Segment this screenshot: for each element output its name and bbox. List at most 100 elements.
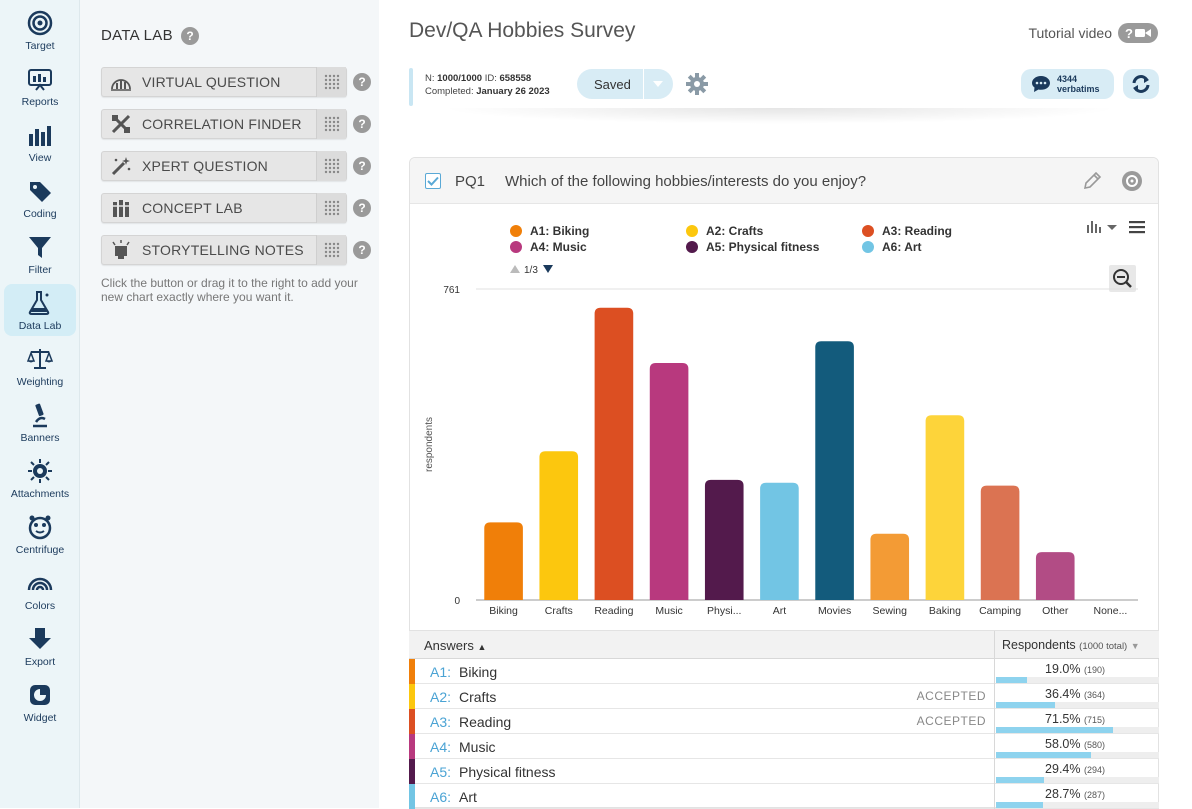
rail-item-weighting[interactable]: Weighting — [4, 340, 76, 392]
rail-label: Weighting — [16, 376, 64, 388]
bar-biking[interactable] — [484, 522, 523, 600]
drag-grip-icon[interactable] — [316, 193, 346, 223]
drag-grip-icon[interactable] — [316, 109, 346, 139]
coding-icon — [27, 178, 53, 204]
left-rail: Target Reports View Coding Filter Data L… — [0, 0, 80, 808]
bar-movies[interactable] — [815, 341, 854, 600]
respondents-column-header[interactable]: Respondents (1000 total) ▼ — [994, 631, 1159, 660]
answer-label: Crafts — [459, 689, 497, 705]
bar-baking[interactable] — [925, 415, 965, 600]
rail-item-banners[interactable]: Banners — [4, 396, 76, 448]
more-options-icon[interactable] — [1121, 170, 1143, 192]
chart-legend: A1: Biking A2: Crafts A3: Reading A4: Music… — [510, 224, 952, 254]
panel-title: DATA LAB — [101, 27, 173, 44]
help-icon[interactable]: ? — [353, 157, 371, 175]
respondents-cell: 71.5% (715) — [994, 709, 1159, 734]
rail-item-coding[interactable]: Coding — [4, 172, 76, 224]
bar-physi[interactable] — [704, 479, 744, 600]
rail-item-widget[interactable]: Widget — [4, 676, 76, 728]
rail-item-centrifuge[interactable]: Centrifuge — [4, 508, 76, 560]
chart-type-icon[interactable] — [1087, 221, 1117, 233]
panel-hint: Click the button or drag it to the right… — [101, 276, 358, 304]
table-header: Answers ▲ Respondents (1000 total) ▼ — [409, 630, 1159, 660]
widget-icon — [27, 682, 53, 708]
respondents-value: 36.4% (364) — [995, 687, 1105, 701]
legend-item[interactable]: A4: Music — [510, 240, 587, 254]
filter-icon — [27, 234, 53, 260]
xpert-question-button[interactable]: XPERT QUESTION — [101, 151, 347, 181]
rail-item-filter[interactable]: Filter — [4, 228, 76, 280]
table-row[interactable]: A3: Reading ACCEPTED 71.5% (715) — [409, 709, 1159, 734]
help-icon[interactable]: ? — [353, 115, 371, 133]
respondents-pct: 19.0% — [1045, 662, 1081, 676]
bar-sewing[interactable] — [870, 533, 910, 600]
storytelling-notes-button[interactable]: STORYTELLING NOTES — [101, 235, 347, 265]
question-text: Which of the following hobbies/interests… — [505, 173, 867, 190]
table-row[interactable]: A2: Crafts ACCEPTED 36.4% (364) — [409, 684, 1159, 709]
rail-label: Colors — [24, 600, 56, 612]
drag-grip-icon[interactable] — [316, 67, 346, 97]
storytelling-icon — [110, 239, 132, 261]
chevron-down-icon[interactable] — [643, 69, 671, 99]
bar-art[interactable] — [760, 482, 799, 600]
legend-item[interactable]: A2: Crafts — [686, 224, 764, 238]
bar-camping[interactable] — [980, 485, 1020, 600]
rail-item-export[interactable]: Export — [4, 620, 76, 672]
accepted-badge: ACCEPTED — [916, 689, 986, 703]
gear-icon[interactable] — [685, 72, 709, 96]
table-row[interactable]: A5: Physical fitness 29.4% (294) — [409, 759, 1159, 784]
legend-pager[interactable]: 1/3 — [510, 265, 553, 276]
drag-grip-icon[interactable] — [316, 151, 346, 181]
bar-crafts[interactable] — [539, 451, 579, 600]
table-row[interactable]: A1: Biking 19.0% (190) — [409, 659, 1159, 684]
zoom-out-icon[interactable] — [1109, 265, 1136, 292]
respondents-bar — [996, 777, 1044, 783]
rail-item-colors[interactable]: Colors — [4, 564, 76, 616]
rail-item-reports[interactable]: Reports — [4, 60, 76, 112]
bar-other[interactable] — [1035, 552, 1075, 600]
bar-reading[interactable] — [594, 307, 634, 600]
rail-item-view[interactable]: View — [4, 116, 76, 168]
table-row[interactable]: A4: Music 58.0% (580) — [409, 734, 1159, 759]
question-id: PQ1 — [455, 173, 486, 190]
rail-item-data-lab[interactable]: Data Lab — [4, 284, 76, 336]
respondents-total: (1000 total) — [1079, 641, 1128, 652]
respondents-count: (287) — [1083, 790, 1105, 800]
tutorial-video-link[interactable]: Tutorial video ? — [1028, 23, 1158, 43]
n-value: 1000/1000 — [437, 73, 483, 84]
y-tick-label: 0 — [454, 596, 460, 607]
virtual-question-button[interactable]: VIRTUAL QUESTION — [101, 67, 347, 97]
answers-column-header[interactable]: Answers ▲ — [424, 638, 486, 653]
saved-button[interactable]: Saved — [577, 69, 673, 99]
x-tick-label: Other — [1042, 605, 1069, 617]
help-icon[interactable]: ? — [181, 27, 199, 45]
pencil-icon[interactable] — [1082, 171, 1102, 191]
legend-item[interactable]: A1: Biking — [510, 224, 589, 238]
info-shadow — [440, 108, 1120, 124]
legend-next-icon[interactable] — [543, 265, 553, 273]
help-icon[interactable]: ? — [353, 199, 371, 217]
data-lab-panel: DATA LAB ? VIRTUAL QUESTION ? CORRELATIO… — [80, 0, 379, 808]
rail-item-target[interactable]: Target — [4, 4, 76, 56]
concept-lab-button[interactable]: CONCEPT LAB — [101, 193, 347, 223]
chevron-down-icon[interactable] — [1107, 225, 1117, 230]
menu-icon[interactable] — [1129, 221, 1145, 234]
rail-item-attachments[interactable]: Attachments — [4, 452, 76, 504]
verbatims-button[interactable]: 4344 verbatims — [1021, 69, 1114, 99]
question-checkbox[interactable] — [425, 173, 441, 189]
legend-item[interactable]: A3: Reading — [862, 224, 952, 238]
legend-item[interactable]: A6: Art — [862, 240, 922, 254]
bar-music[interactable] — [649, 362, 689, 600]
answer-label: Reading — [459, 714, 512, 730]
table-row[interactable]: A6: Art 28.7% (287) — [409, 784, 1159, 809]
legend-item[interactable]: A5: Physical fitness — [686, 240, 820, 254]
correlation-finder-button[interactable]: CORRELATION FINDER — [101, 109, 347, 139]
help-icon[interactable]: ? — [353, 73, 371, 91]
target-icon — [27, 10, 53, 36]
rail-label: Data Lab — [18, 320, 62, 332]
respondents-cell: 29.4% (294) — [994, 759, 1159, 784]
legend-prev-icon[interactable] — [510, 265, 520, 273]
drag-grip-icon[interactable] — [316, 235, 346, 265]
refresh-icon[interactable] — [1123, 69, 1159, 99]
help-icon[interactable]: ? — [353, 241, 371, 259]
